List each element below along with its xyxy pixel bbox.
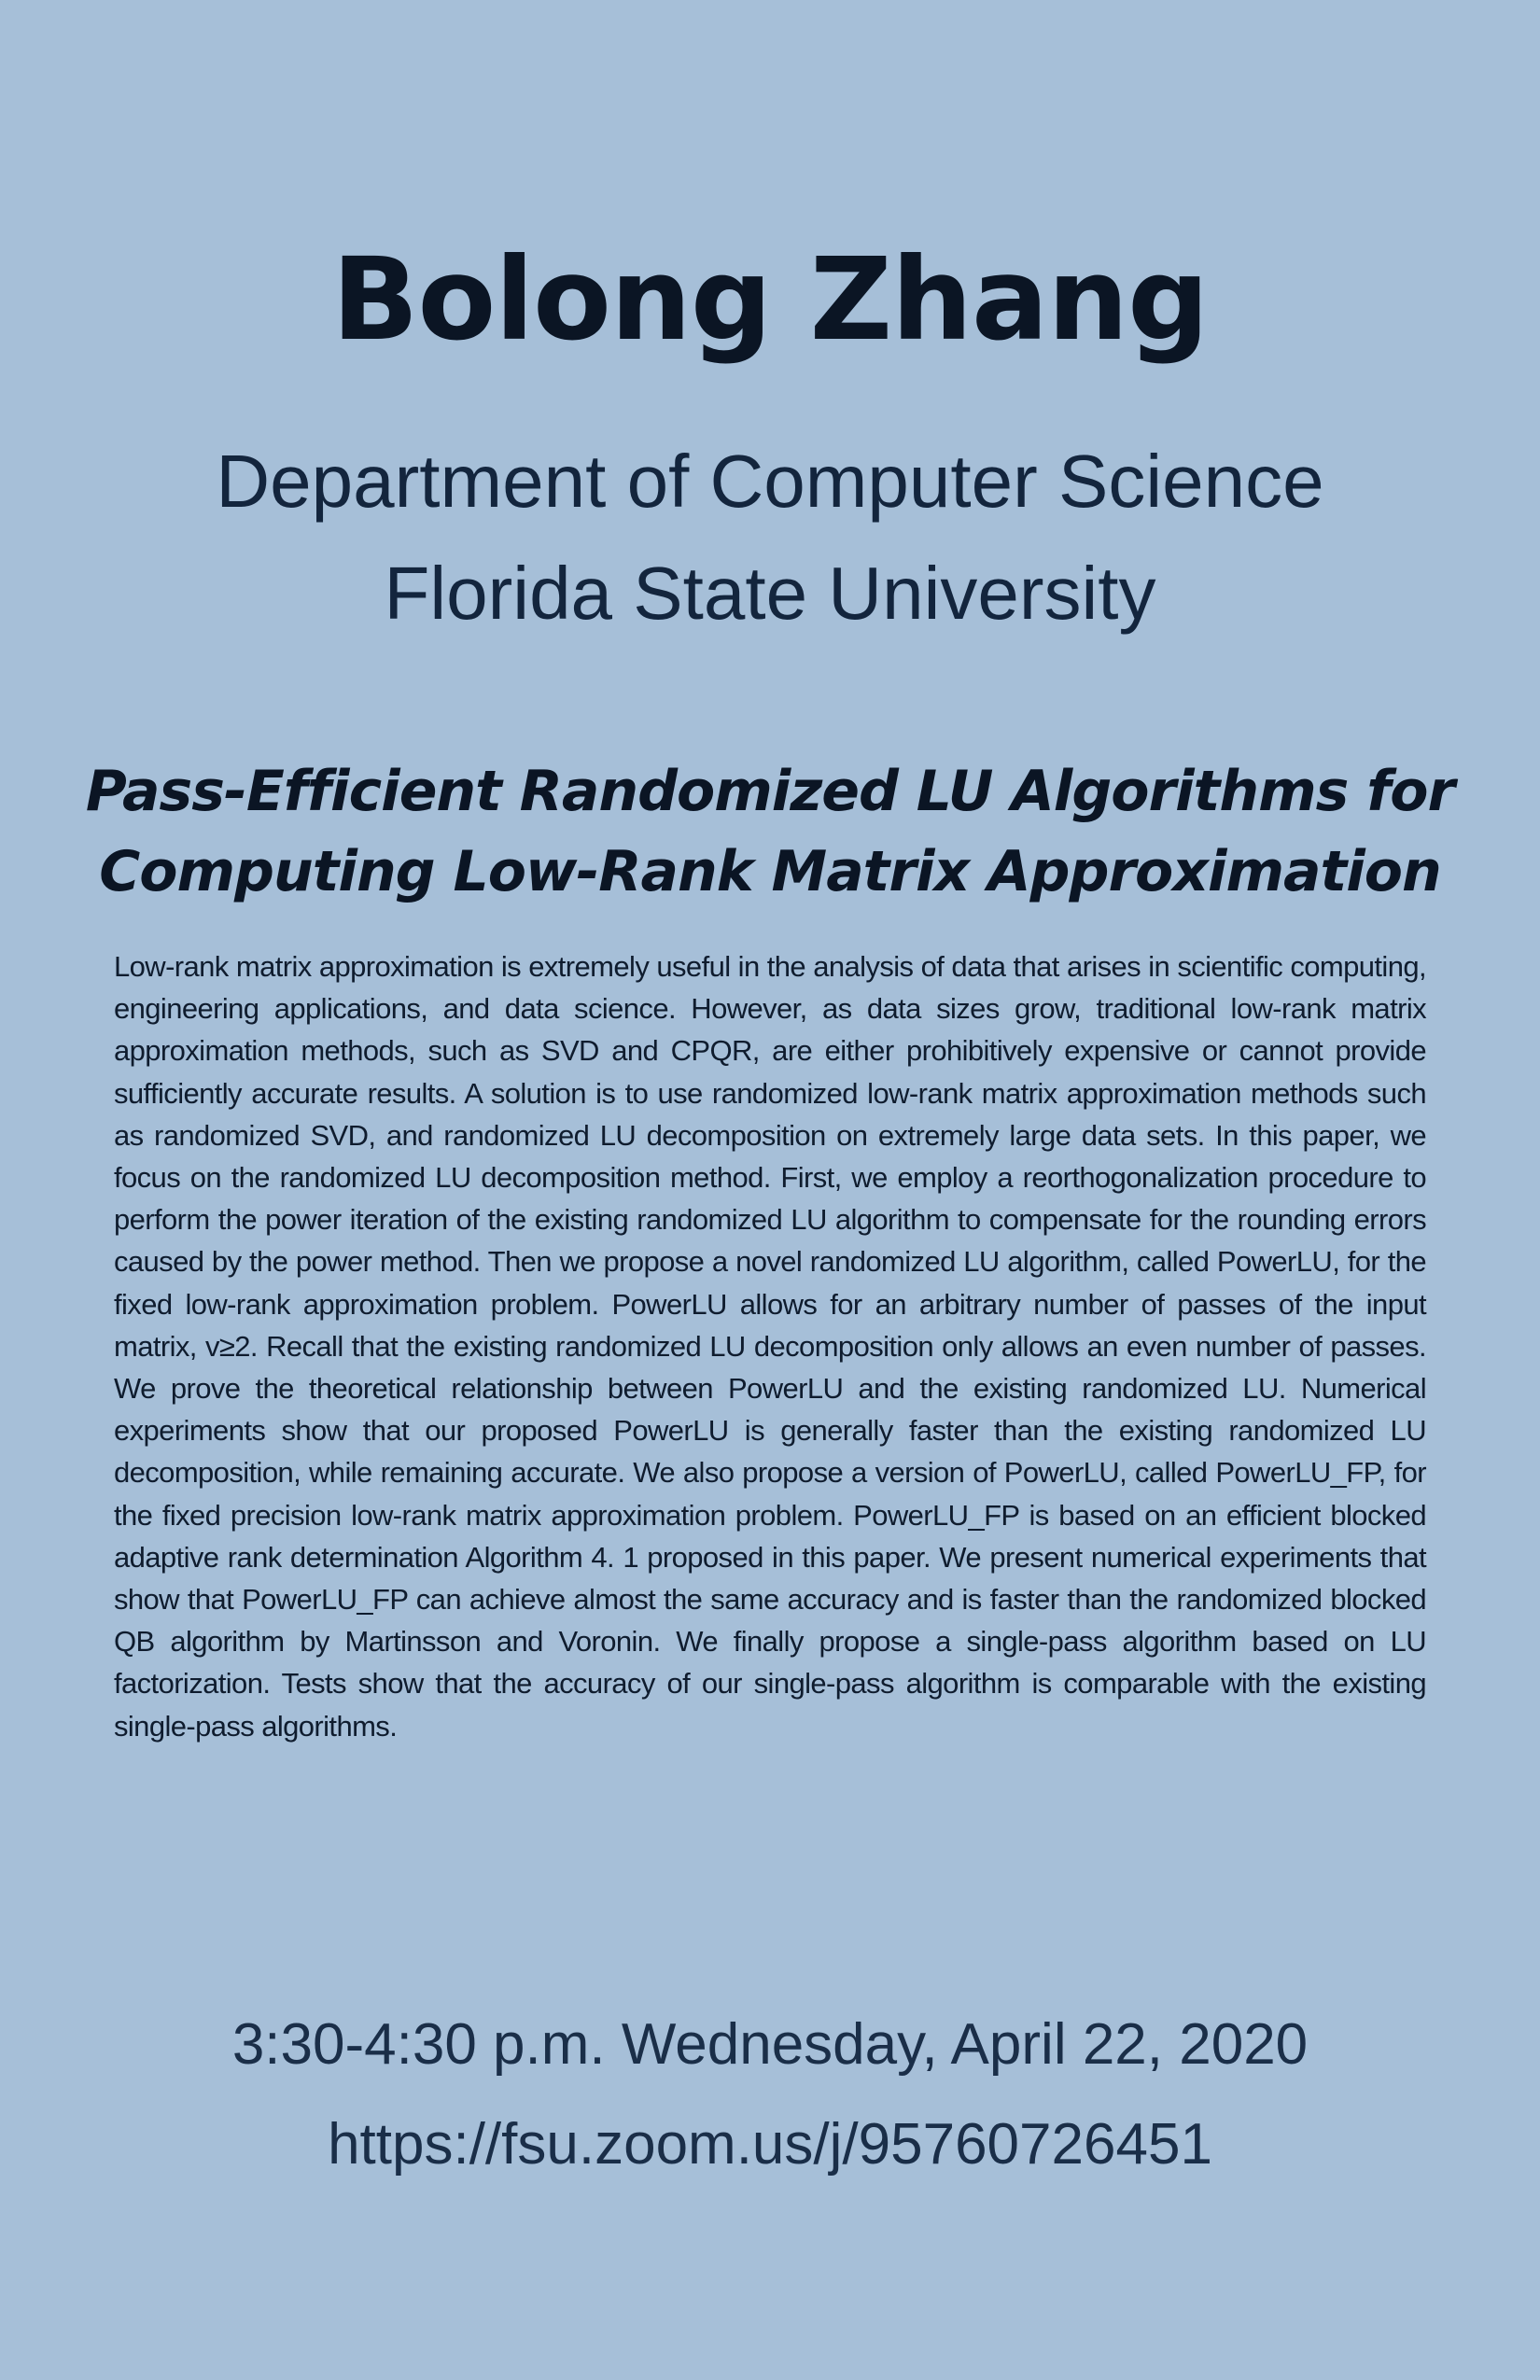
abstract: Low-rank matrix approximation is extreme…	[114, 950, 1427, 1743]
university: Florida State University	[384, 552, 1156, 635]
department: Department of Computer Science	[216, 440, 1324, 523]
talk-title-line-1: Pass-Efficient Randomized LU Algorithms …	[85, 759, 1455, 824]
event-datetime: 3:30-4:30 p.m. Wednesday, April 22, 2020	[231, 2012, 1309, 2077]
zoom-link[interactable]: https://fsu.zoom.us/j/95760726451	[328, 2112, 1212, 2177]
talk-title: Pass-Efficient Randomized LU Algorithms …	[0, 751, 1540, 912]
speaker-name: Bolong Zhang	[331, 233, 1210, 366]
talk-title-line-2: Computing Low-Rank Matrix Approximation	[99, 839, 1441, 904]
